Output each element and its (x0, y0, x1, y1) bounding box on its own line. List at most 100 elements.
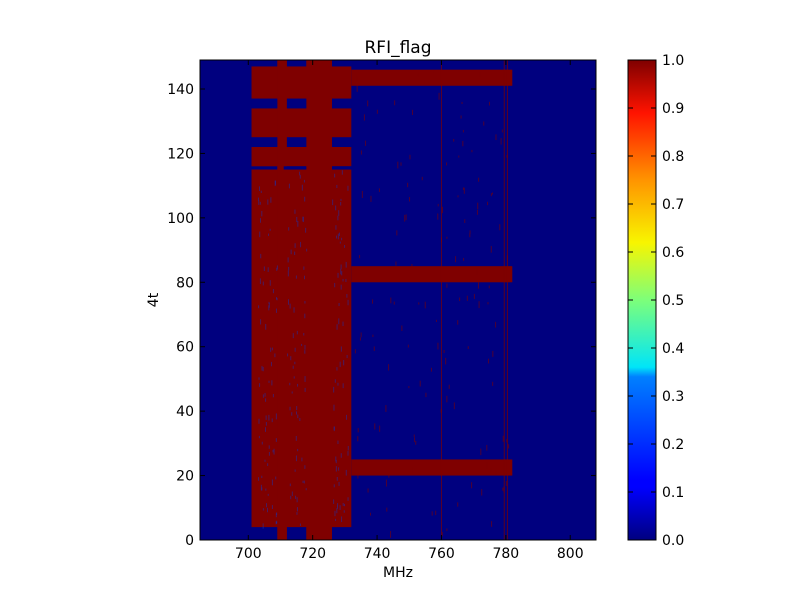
scattered-flag (506, 439, 508, 443)
colorbar-tick-label: 0.6 (662, 245, 684, 261)
noise-speckle (264, 427, 266, 432)
scattered-flag (488, 101, 490, 106)
colorbar-tick-label: 0.7 (662, 197, 684, 213)
noise-speckle (258, 200, 260, 205)
noise-speckle (303, 275, 305, 280)
noise-speckle (292, 333, 294, 339)
noise-speckle (268, 302, 270, 308)
noise-speckle (335, 235, 337, 239)
flagged-region (251, 169, 352, 528)
noise-speckle (334, 510, 336, 517)
scattered-flag (501, 129, 503, 133)
noise-speckle (292, 365, 294, 369)
noise-speckle (304, 376, 306, 382)
noise-speckle (333, 386, 335, 393)
noise-speckle (258, 418, 260, 424)
noise-speckle (336, 184, 338, 189)
noise-speckle (337, 440, 339, 445)
scattered-flag (370, 512, 372, 516)
noise-speckle (272, 449, 274, 453)
scattered-flag (462, 129, 464, 133)
scattered-flag (490, 245, 492, 253)
scattered-flag (378, 188, 380, 192)
noise-speckle (302, 216, 304, 222)
unflagged-gap (332, 137, 352, 147)
scattered-flag (357, 436, 359, 442)
noise-speckle (338, 232, 340, 236)
noise-speckle (268, 414, 270, 421)
heatmap-layer (251, 60, 513, 540)
noise-speckle (342, 321, 344, 327)
scattered-flag (407, 344, 409, 348)
noise-speckle (275, 413, 277, 420)
scattered-flag (395, 261, 397, 266)
noise-speckle (271, 479, 273, 486)
noise-speckle (288, 299, 290, 305)
noise-speckle (336, 367, 338, 371)
noise-speckle (335, 225, 337, 230)
scattered-flag (437, 213, 439, 220)
scattered-flag (492, 381, 494, 386)
noise-speckle (342, 502, 344, 506)
scattered-flag (393, 301, 395, 305)
scattered-flag (495, 321, 497, 328)
scattered-flag (464, 219, 466, 223)
noise-speckle (261, 475, 263, 479)
noise-speckle (304, 313, 306, 319)
scattered-flag (357, 473, 359, 479)
noise-speckle (340, 264, 342, 270)
noise-speckle (259, 201, 261, 205)
scattered-flag (478, 177, 480, 182)
noise-speckle (269, 280, 271, 286)
noise-speckle (291, 491, 293, 497)
noise-speckle (290, 249, 292, 255)
y-tick-label: 60 (176, 340, 194, 356)
scattered-flag (446, 528, 448, 532)
flagged-region (277, 60, 287, 540)
scattered-flag (492, 350, 494, 357)
noise-speckle (261, 210, 263, 217)
scattered-flag (405, 214, 407, 221)
noise-speckle (304, 301, 306, 304)
scattered-flag (459, 297, 461, 302)
scattered-flag (376, 109, 378, 114)
scattered-flag (446, 162, 448, 166)
scattered-flag (356, 75, 358, 82)
scattered-flag (408, 385, 410, 389)
scattered-flag (373, 346, 375, 351)
noise-speckle (295, 435, 297, 441)
noise-speckle (260, 319, 262, 325)
noise-speckle (274, 180, 276, 187)
noise-speckle (269, 228, 271, 231)
scattered-flag (415, 440, 417, 445)
noise-speckle (275, 476, 277, 480)
noise-speckle (333, 404, 335, 411)
colorbar-tick-label: 0.5 (662, 293, 684, 309)
noise-speckle (301, 343, 303, 346)
scattered-flag (367, 488, 369, 493)
scattered-flag (462, 187, 464, 190)
noise-speckle (266, 507, 268, 513)
scattered-flag (417, 73, 419, 77)
scattered-flag (435, 510, 437, 516)
noise-speckle (267, 267, 269, 272)
noise-speckle (270, 197, 272, 203)
noise-speckle (258, 186, 260, 192)
noise-speckle (262, 394, 264, 398)
scattered-flag (457, 195, 459, 198)
noise-speckle (261, 441, 263, 445)
unflagged-gap (332, 166, 352, 170)
x-tick-label: 800 (557, 546, 584, 562)
scattered-flag (488, 285, 490, 289)
noise-speckle (333, 426, 335, 432)
noise-speckle (345, 261, 347, 268)
noise-speckle (337, 215, 339, 221)
noise-speckle (259, 218, 261, 223)
noise-speckle (333, 484, 335, 488)
noise-speckle (267, 493, 269, 496)
scattered-flag (370, 195, 372, 202)
noise-speckle (346, 354, 348, 359)
noise-speckle (273, 448, 275, 455)
flagged-region (251, 66, 352, 99)
noise-speckle (294, 209, 296, 214)
